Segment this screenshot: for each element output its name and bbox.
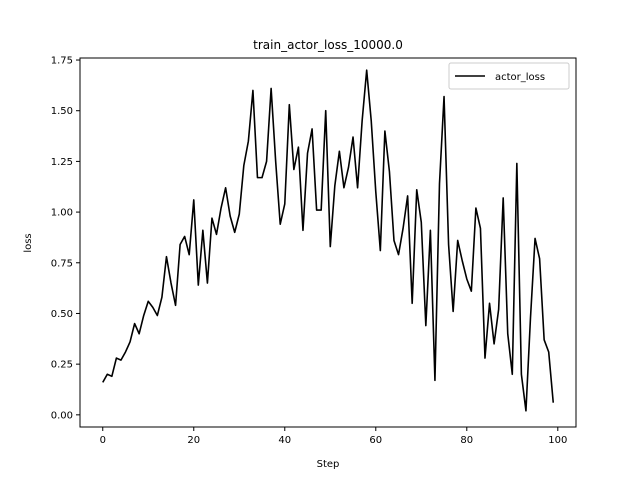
x-tick-label: 60 xyxy=(369,435,382,446)
legend-box xyxy=(448,62,570,90)
y-tick-label: 1.25 xyxy=(51,157,73,168)
series-layer xyxy=(102,69,555,412)
y-tick-label: 0.50 xyxy=(51,309,73,320)
chart-title: train_actor_loss_10000.0 xyxy=(253,38,403,52)
x-tick-label: 80 xyxy=(460,435,473,446)
y-tick-label: 1.50 xyxy=(51,106,73,117)
y-axis: 0.00 0.25 0.50 0.75 1.00 1.25 1.50 1.75 xyxy=(51,56,80,421)
y-axis-label: loss xyxy=(23,233,34,252)
y-tick-label: 0.25 xyxy=(51,360,73,371)
x-tick-label: 40 xyxy=(278,435,291,446)
legend-label-actor-loss: actor_loss xyxy=(495,72,545,83)
x-axis-label: Step xyxy=(317,459,340,470)
x-tick-label: 100 xyxy=(548,435,567,446)
x-axis: 0 20 40 60 80 100 xyxy=(100,427,567,446)
legend: actor_loss xyxy=(448,62,570,90)
series-line-actor-loss xyxy=(102,69,555,412)
y-tick-label: 1.00 xyxy=(51,208,73,219)
x-tick-label: 0 xyxy=(100,435,106,446)
x-tick-label: 20 xyxy=(187,435,200,446)
y-tick-label: 0.00 xyxy=(51,410,73,421)
y-tick-label: 1.75 xyxy=(51,56,73,67)
y-tick-label: 0.75 xyxy=(51,258,73,269)
plot-area xyxy=(79,57,577,428)
axes-frame xyxy=(79,57,577,428)
